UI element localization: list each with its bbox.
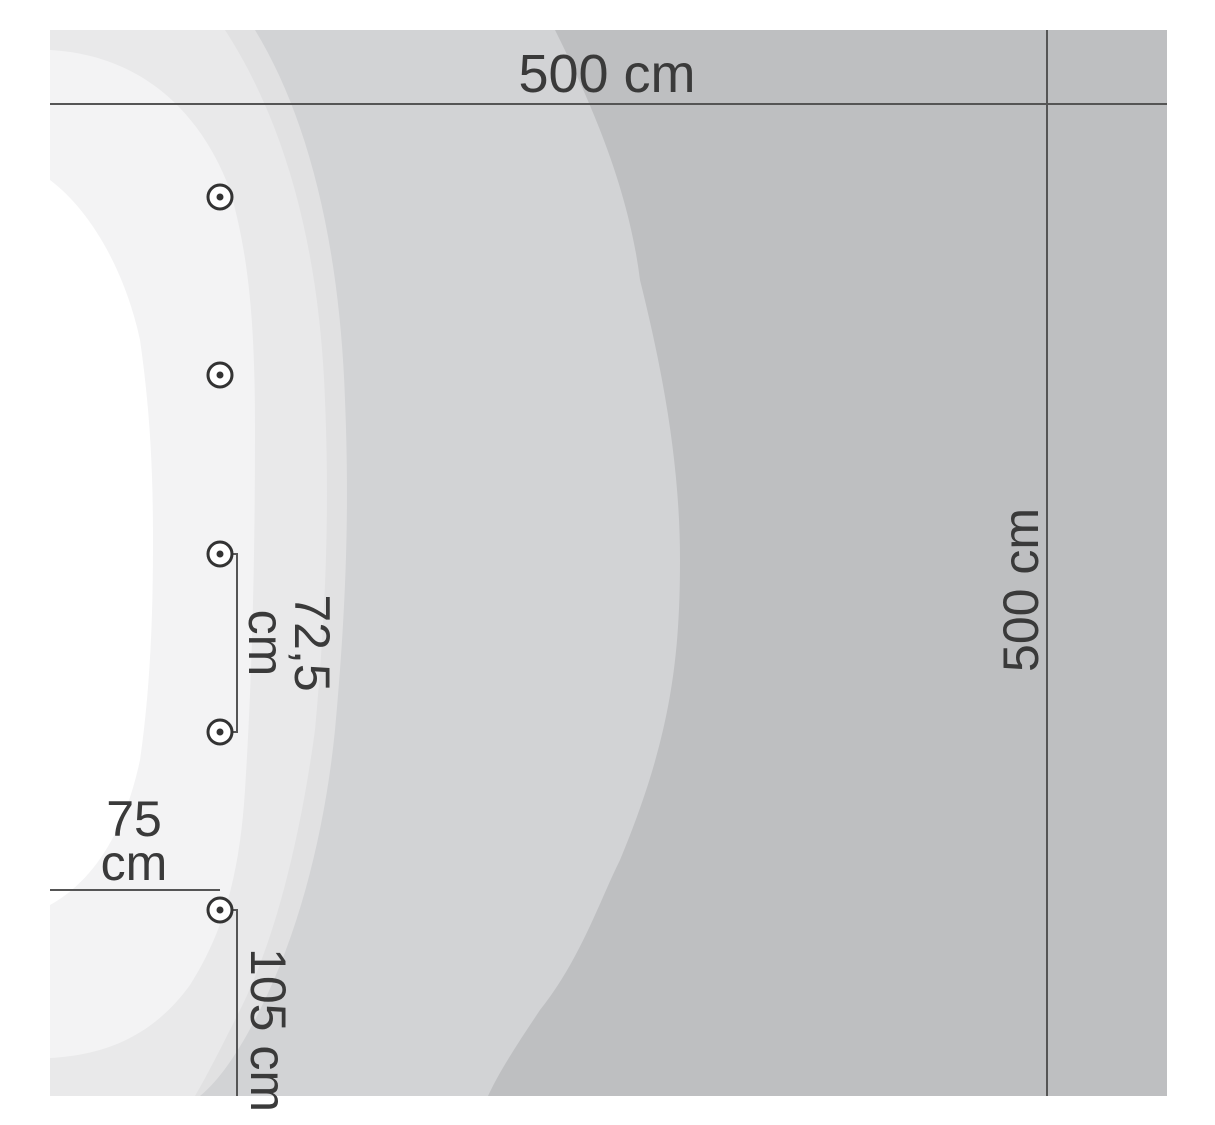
spacing-value-label: 72,5 bbox=[284, 594, 340, 691]
luminaire-5 bbox=[206, 896, 234, 924]
dimension-labels: 500 cm 500 cm 72,5 cm 75 cm 105 cm bbox=[101, 44, 1049, 1112]
luminaire-2 bbox=[206, 361, 234, 389]
circle-dot-center bbox=[216, 193, 224, 201]
zone-brightest bbox=[50, 180, 153, 905]
circle-dot-center bbox=[216, 371, 224, 379]
illuminance-zones bbox=[50, 30, 1167, 1096]
circle-dot-center bbox=[216, 550, 224, 558]
luminaire-3 bbox=[206, 540, 234, 568]
end-distance-label: 105 cm bbox=[240, 948, 296, 1112]
spacing-unit-label: cm bbox=[238, 610, 294, 677]
luminaires bbox=[206, 183, 234, 924]
wall-offset-value-label: 75 bbox=[106, 791, 162, 847]
circle-dot-center bbox=[216, 906, 224, 914]
room-height-label: 500 cm bbox=[993, 508, 1049, 672]
wall-offset-unit-label: cm bbox=[101, 835, 168, 891]
luminaire-4 bbox=[206, 718, 234, 746]
luminaire-1 bbox=[206, 183, 234, 211]
room-width-label: 500 cm bbox=[518, 44, 695, 104]
circle-dot-center bbox=[216, 728, 224, 736]
